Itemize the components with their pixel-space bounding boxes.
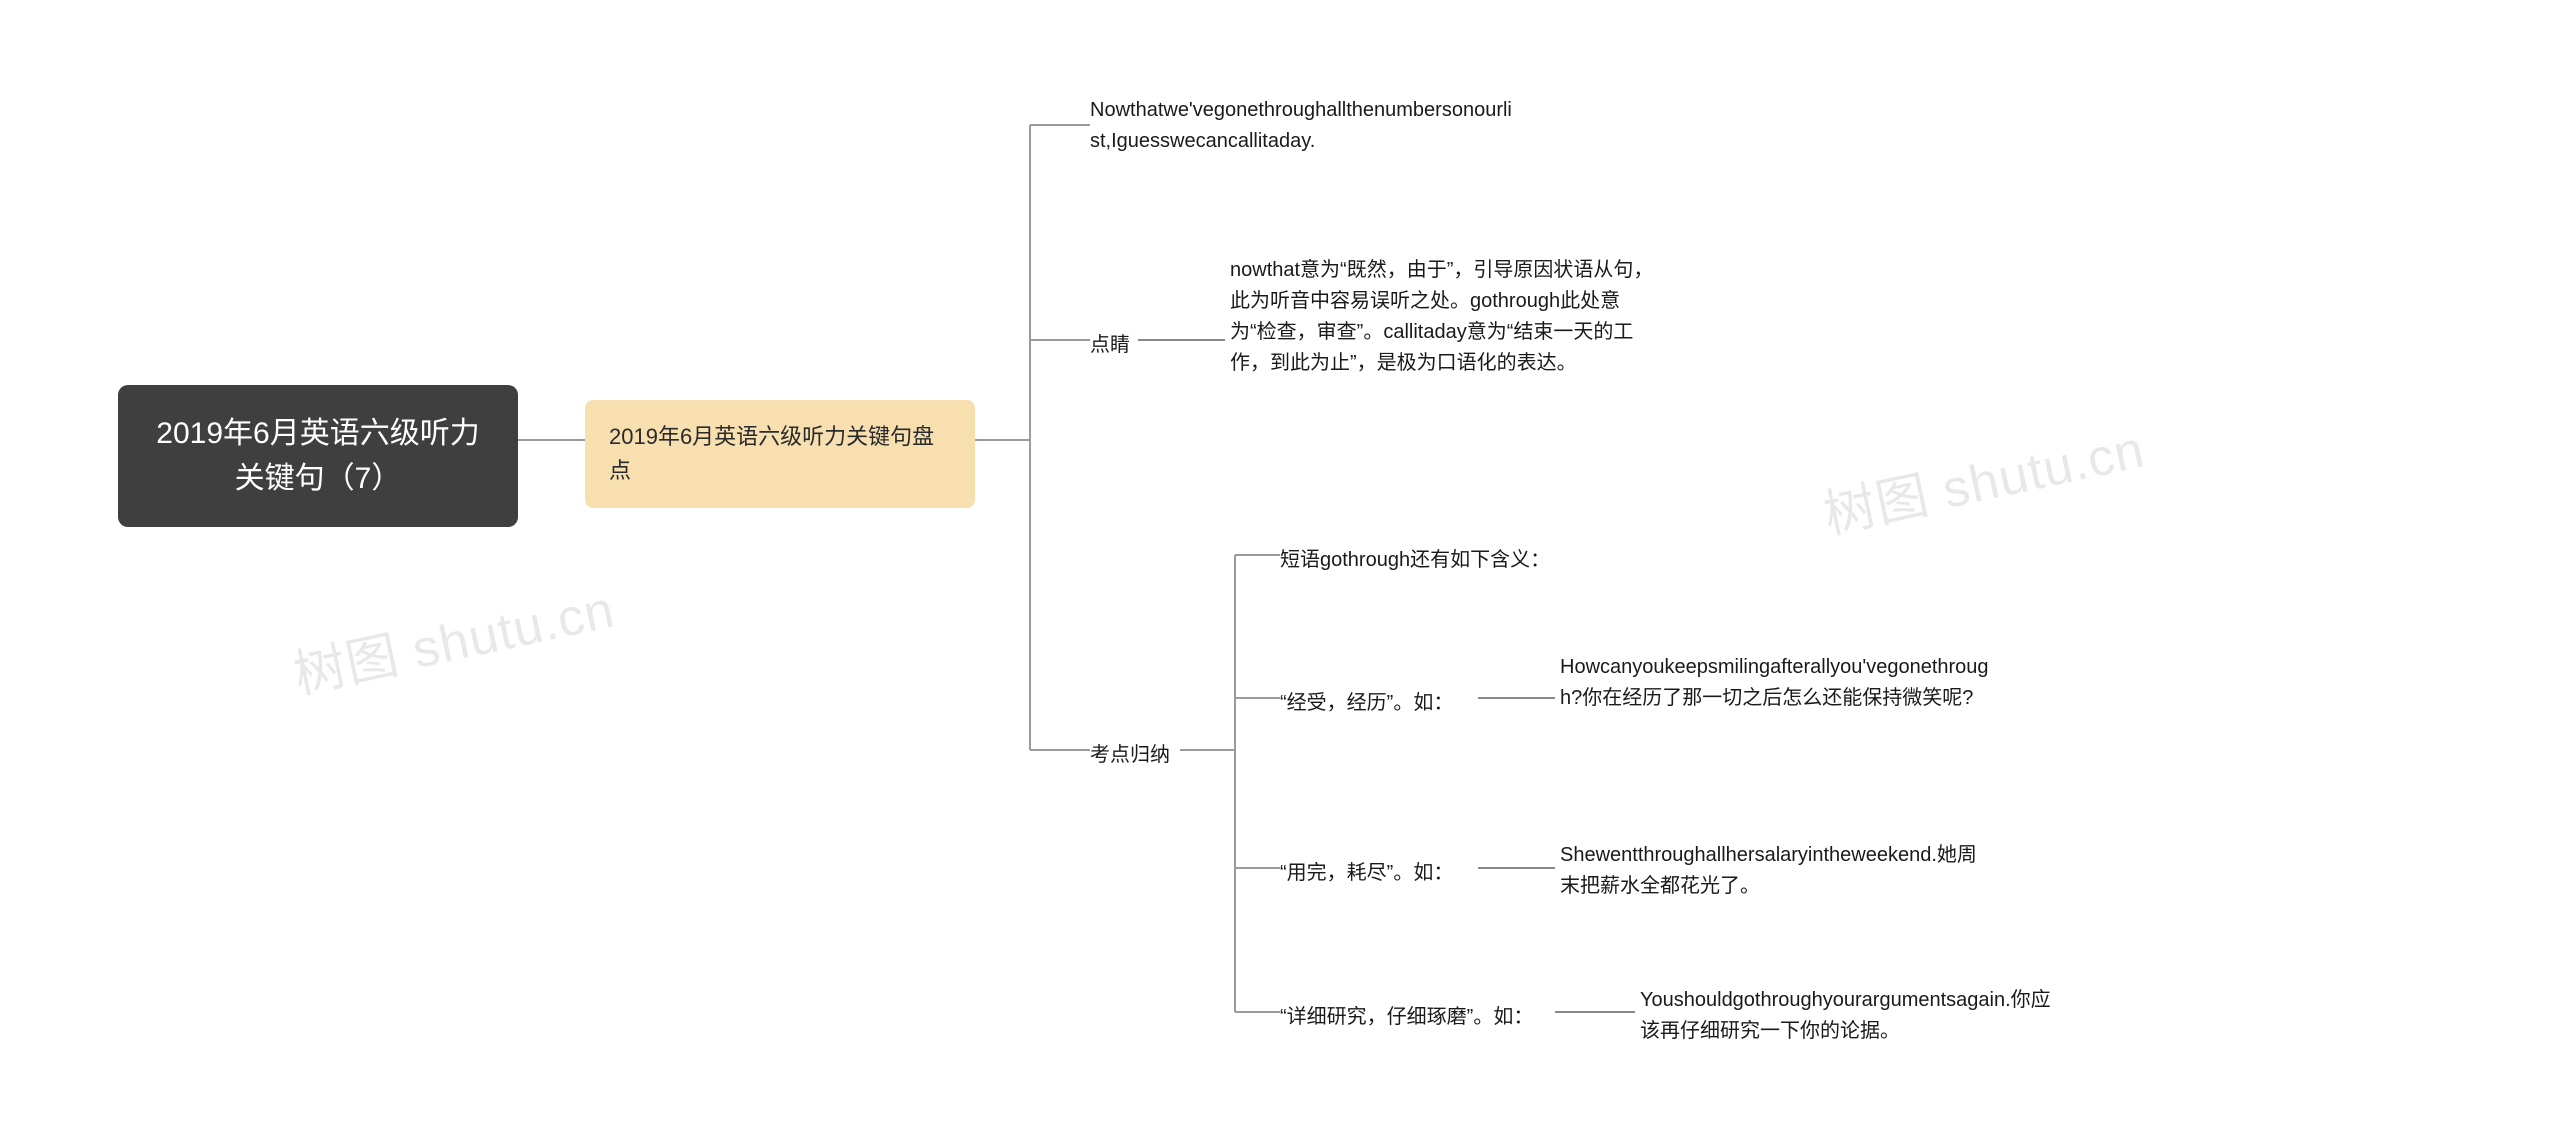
node-dianjing-body[interactable]: nowthat意为“既然，由于”，引导原因状语从句，此为听音中容易误听之处。go… bbox=[1230, 255, 1660, 379]
leaf-kd2-label[interactable]: “经受，经历”。如： bbox=[1280, 688, 1453, 719]
root-node[interactable]: 2019年6月英语六级听力关键句（7） bbox=[118, 385, 518, 527]
node-dianjing-label[interactable]: 点睛 bbox=[1090, 330, 1130, 361]
leaf-kd4-body[interactable]: Youshouldgothroughyourargumentsagain.你应该… bbox=[1640, 985, 2070, 1047]
leaf-kd3-body[interactable]: Shewentthroughallhersalaryintheweekend.她… bbox=[1560, 840, 1990, 902]
leaf-kd4-label[interactable]: “详细研究，仔细琢磨”。如： bbox=[1280, 1002, 1533, 1033]
leaf-kd3-label[interactable]: “用完，耗尽”。如： bbox=[1280, 858, 1453, 889]
mindmap-canvas: 树图 shutu.cn 树图 shutu.cn 2019年6月英语六级听力关键句… bbox=[0, 0, 2560, 1141]
leaf-sentence[interactable]: Nowthatwe'vegonethroughallthenumbersonou… bbox=[1090, 95, 1520, 157]
node-kaodian-label[interactable]: 考点归纳 bbox=[1090, 740, 1170, 771]
level1-node[interactable]: 2019年6月英语六级听力关键句盘点 bbox=[585, 400, 975, 508]
watermark: 树图 shutu.cn bbox=[286, 567, 621, 708]
leaf-kd1[interactable]: 短语gothrough还有如下含义： bbox=[1280, 545, 1550, 576]
watermark: 树图 shutu.cn bbox=[1816, 407, 2151, 548]
leaf-kd2-body[interactable]: Howcanyoukeepsmilingafterallyou'vegoneth… bbox=[1560, 652, 1990, 714]
